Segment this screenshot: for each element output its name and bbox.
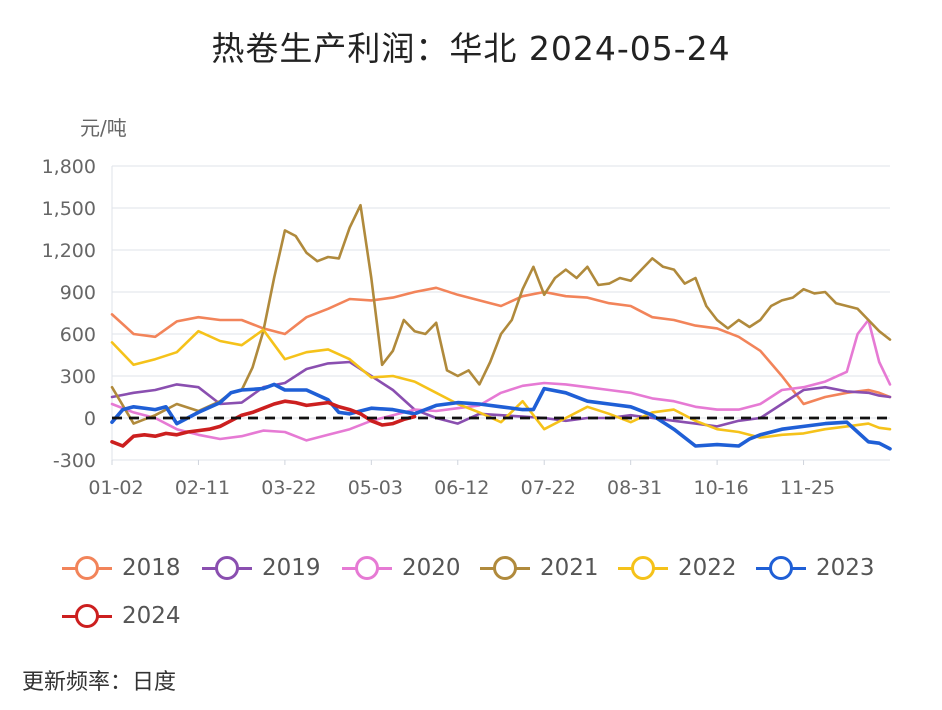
legend-marker-icon [62,604,112,628]
y-tick-label: 600 [60,324,96,346]
legend-item-2019[interactable]: 2019 [202,548,321,588]
x-tick-label: 06-12 [434,477,489,499]
y-axis-unit-label: 元/吨 [80,116,127,140]
legend-label: 2022 [678,555,737,581]
y-tick-label: 1,200 [42,240,96,262]
legend-label: 2020 [402,555,461,581]
legend-label: 2024 [122,603,181,629]
chart-title: 热卷生产利润：华北 2024-05-24 [211,29,731,68]
series-line-2020 [110,318,892,442]
series-line-2019 [110,360,892,428]
series-line-2023 [110,382,892,451]
legend-item-2023[interactable]: 2023 [756,548,875,588]
y-tick-label: 300 [60,366,96,388]
legend-marker-icon [480,556,530,580]
x-tick-label: 11-25 [780,477,835,499]
legend-item-2018[interactable]: 2018 [62,548,181,588]
x-tick-label: 05-03 [348,477,403,499]
y-tick-label: 900 [60,282,96,304]
y-tick-label: 1,800 [42,156,96,178]
x-tick-label: 01-02 [88,477,143,499]
y-tick-label: -300 [53,450,96,472]
y-tick-label: 1,500 [42,198,96,220]
legend-label: 2021 [540,555,599,581]
legend-label: 2018 [122,555,181,581]
legend-label: 2023 [816,555,875,581]
legend-item-2021[interactable]: 2021 [480,548,599,588]
legend-marker-icon [342,556,392,580]
series-line-2024 [110,399,417,448]
legend-marker-icon [202,556,252,580]
update-frequency-note: 更新频率：日度 [22,670,177,695]
chart-plot: -300 0 300 600 900 1,200 1,500 1,800 01-02 02-11 0… [42,156,892,499]
series-line-2021 [110,203,892,425]
legend-marker-icon [62,556,112,580]
x-tick-label: 08-31 [607,477,662,499]
legend-label: 2019 [262,555,321,581]
x-tick-label: 07-22 [521,477,576,499]
x-tick-label: 10-16 [694,477,749,499]
legend-item-2022[interactable]: 2022 [618,548,737,588]
series-line-2018 [110,286,892,406]
legend-item-2024[interactable]: 2024 [62,596,181,636]
series-line-2022 [110,328,892,439]
legend-item-2020[interactable]: 2020 [342,548,461,588]
legend-marker-icon [618,556,668,580]
y-tick-label: 0 [84,408,96,430]
legend-marker-icon [756,556,806,580]
x-tick-label: 03-22 [261,477,316,499]
x-tick-label: 02-11 [175,477,230,499]
